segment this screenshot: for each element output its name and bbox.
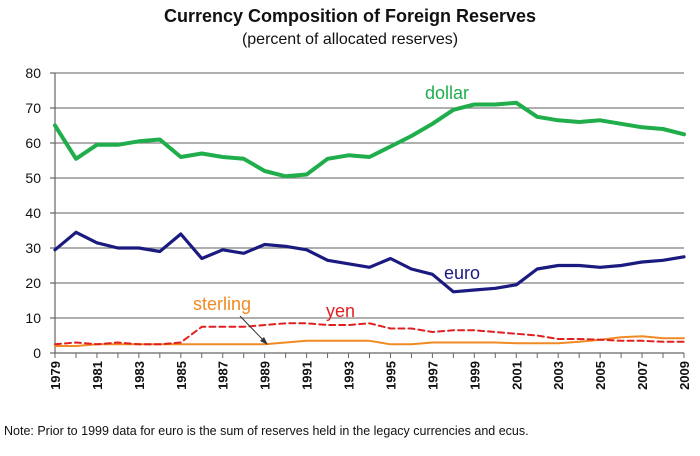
x-tick-label-2005: 2005: [593, 361, 608, 390]
axes: [50, 72, 685, 358]
grid-lines: [55, 72, 684, 319]
y-tick-label-70: 70: [25, 100, 41, 116]
x-tick-label-1981: 1981: [90, 361, 105, 390]
series-lines: [53, 100, 686, 347]
chart-plot: dollar euro sterling yen 0 10 20 30 40 50 60 70 80 1…: [25, 65, 692, 390]
x-tick-label-1995: 1995: [383, 361, 398, 390]
y-tick-label-50: 50: [25, 170, 41, 186]
series-line-dollar: [53, 100, 686, 179]
x-tick-label-2009: 2009: [677, 361, 692, 390]
sterling-leader-line: [239, 315, 266, 343]
chart-note: Note: Prior to 1999 data for euro is the…: [4, 424, 529, 438]
x-tick-label-1987: 1987: [216, 361, 231, 390]
series-label-euro: euro: [444, 263, 480, 283]
chart-subtitle: (percent of allocated reserves): [241, 31, 459, 48]
series-annotations: dollar euro sterling yen: [193, 83, 480, 345]
x-tick-label-1989: 1989: [258, 361, 273, 390]
x-tick-label-1993: 1993: [342, 361, 357, 390]
x-tick-label-1997: 1997: [425, 361, 440, 390]
x-tick-label-2003: 2003: [551, 361, 566, 390]
series-line-euro: [53, 230, 686, 294]
y-tick-label-20: 20: [25, 275, 41, 291]
series-label-dollar: dollar: [425, 83, 469, 103]
series-label-sterling: sterling: [193, 294, 251, 314]
series-line-yen: [54, 322, 685, 346]
x-tick-label-1999: 1999: [467, 361, 482, 390]
sterling-leader-arrowhead: [260, 337, 268, 345]
x-tick-label-2001: 2001: [509, 361, 524, 390]
y-tick-label-60: 60: [25, 135, 41, 151]
series-label-yen: yen: [326, 301, 355, 321]
tick-labels: 0 10 20 30 40 50 60 70 80 1979 1981 1983 1985 1987 198…: [25, 65, 692, 390]
y-tick-label-0: 0: [33, 345, 41, 361]
y-tick-label-10: 10: [25, 310, 41, 326]
y-tick-label-80: 80: [25, 65, 41, 81]
chart-title: Currency Composition of Foreign Reserves: [163, 6, 537, 26]
x-tick-label-1979: 1979: [48, 361, 63, 390]
x-tick-label-1983: 1983: [132, 361, 147, 390]
y-tick-label-30: 30: [25, 240, 41, 256]
x-tick-label-1985: 1985: [174, 361, 189, 390]
x-tick-label-1991: 1991: [300, 361, 315, 390]
x-tick-label-2007: 2007: [635, 361, 650, 390]
y-tick-label-40: 40: [25, 205, 41, 221]
